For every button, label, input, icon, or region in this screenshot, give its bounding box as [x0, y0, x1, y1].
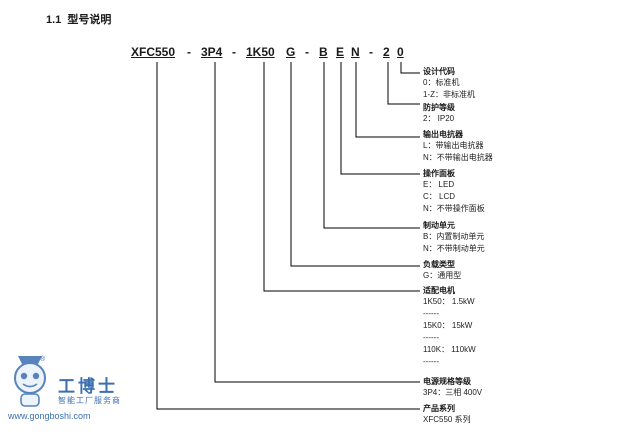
field-option: ------ — [423, 333, 439, 342]
code-brake: B — [319, 45, 328, 59]
section-title: 型号说明 — [67, 14, 112, 26]
code-separator: - — [232, 45, 236, 59]
section-number: 1.1 — [46, 14, 62, 26]
field-title: 产品系列 — [423, 404, 455, 413]
field-option: L：带输出电抗器 — [423, 141, 484, 150]
code-separator: - — [305, 45, 309, 59]
connector-load — [290, 62, 420, 267]
field-title: 操作面板 — [423, 169, 455, 178]
field-title: 制动单元 — [423, 221, 455, 230]
field-product-series: 产品系列 XFC550 系列 — [423, 403, 623, 426]
code-series: XFC550 — [131, 45, 176, 59]
field-option: ------ — [423, 357, 439, 366]
field-option: G：通用型 — [423, 271, 462, 280]
field-design-code: 设计代码 0：标准机 1-Z：非标准机 — [423, 66, 623, 101]
registered-mark: ® — [40, 356, 46, 363]
field-title: 输出电抗器 — [423, 130, 463, 139]
field-load-type: 负载类型 G：通用型 — [423, 259, 623, 282]
connector-motor — [263, 62, 420, 292]
field-option: N：不带制动单元 — [423, 244, 485, 253]
field-option: ------ — [423, 309, 439, 318]
field-title: 电源规格等级 — [423, 377, 471, 386]
field-option: 3P4：三相 400V — [423, 388, 483, 397]
connector-brake — [323, 62, 420, 229]
field-option: XFC550 系列 — [423, 415, 471, 424]
field-power-spec: 电源规格等级 3P4：三相 400V — [423, 376, 623, 399]
connector-reactor — [355, 62, 420, 138]
field-title: 负载类型 — [423, 260, 455, 269]
field-option: E： LED — [423, 180, 455, 189]
field-option: 110K： 110kW — [423, 345, 476, 354]
field-title: 适配电机 — [423, 286, 455, 295]
code-reactor: N — [351, 45, 360, 59]
code-voltage: 3P4 — [201, 45, 223, 59]
field-title: 设计代码 — [423, 67, 455, 76]
field-option: 2： IP20 — [423, 114, 455, 123]
field-title: 防护等级 — [423, 103, 455, 112]
code-separator: - — [369, 45, 373, 59]
connector-series — [156, 62, 420, 410]
watermark-brand-name: 工博士 — [58, 377, 118, 397]
field-brake-unit: 制动单元 B：内置制动单元 N：不带制动单元 — [423, 220, 623, 255]
robot-mascot-icon — [14, 356, 46, 407]
code-protection: 2 — [383, 45, 390, 59]
field-option: N：不带输出电抗器 — [423, 153, 493, 162]
field-option: B：内置制动单元 — [423, 232, 485, 241]
watermark-url: www.gongboshi.com — [8, 411, 91, 421]
watermark-slogan: 智能工厂服务商 — [58, 396, 121, 405]
field-option: 1K50： 1.5kW — [423, 297, 475, 306]
field-operation-panel: 操作面板 E： LED C： LCD N：不带操作面板 — [423, 168, 623, 215]
connector-voltage — [214, 62, 420, 383]
field-option: 0：标准机 — [423, 78, 460, 87]
connector-design — [400, 62, 420, 74]
field-output-reactor: 输出电抗器 L：带输出电抗器 N：不带输出电抗器 — [423, 129, 623, 164]
field-option: 1-Z：非标准机 — [423, 90, 475, 99]
connector-panel — [340, 62, 420, 175]
code-load: G — [286, 45, 296, 59]
field-option: 15K0： 15kW — [423, 321, 473, 330]
section-heading: 1.1 型号说明 — [46, 11, 111, 27]
code-panel: E — [336, 45, 345, 59]
code-motor: 1K50 — [246, 45, 275, 59]
code-separator: - — [187, 45, 191, 59]
field-protection-class: 防护等级 2： IP20 — [423, 102, 623, 125]
code-design: 0 — [397, 45, 404, 59]
connector-protection — [387, 62, 420, 105]
field-adapted-motor: 适配电机 1K50： 1.5kW ------ 15K0： 15kW -----… — [423, 285, 623, 368]
field-option: N：不带操作面板 — [423, 204, 485, 213]
field-option: C： LCD — [423, 192, 456, 201]
